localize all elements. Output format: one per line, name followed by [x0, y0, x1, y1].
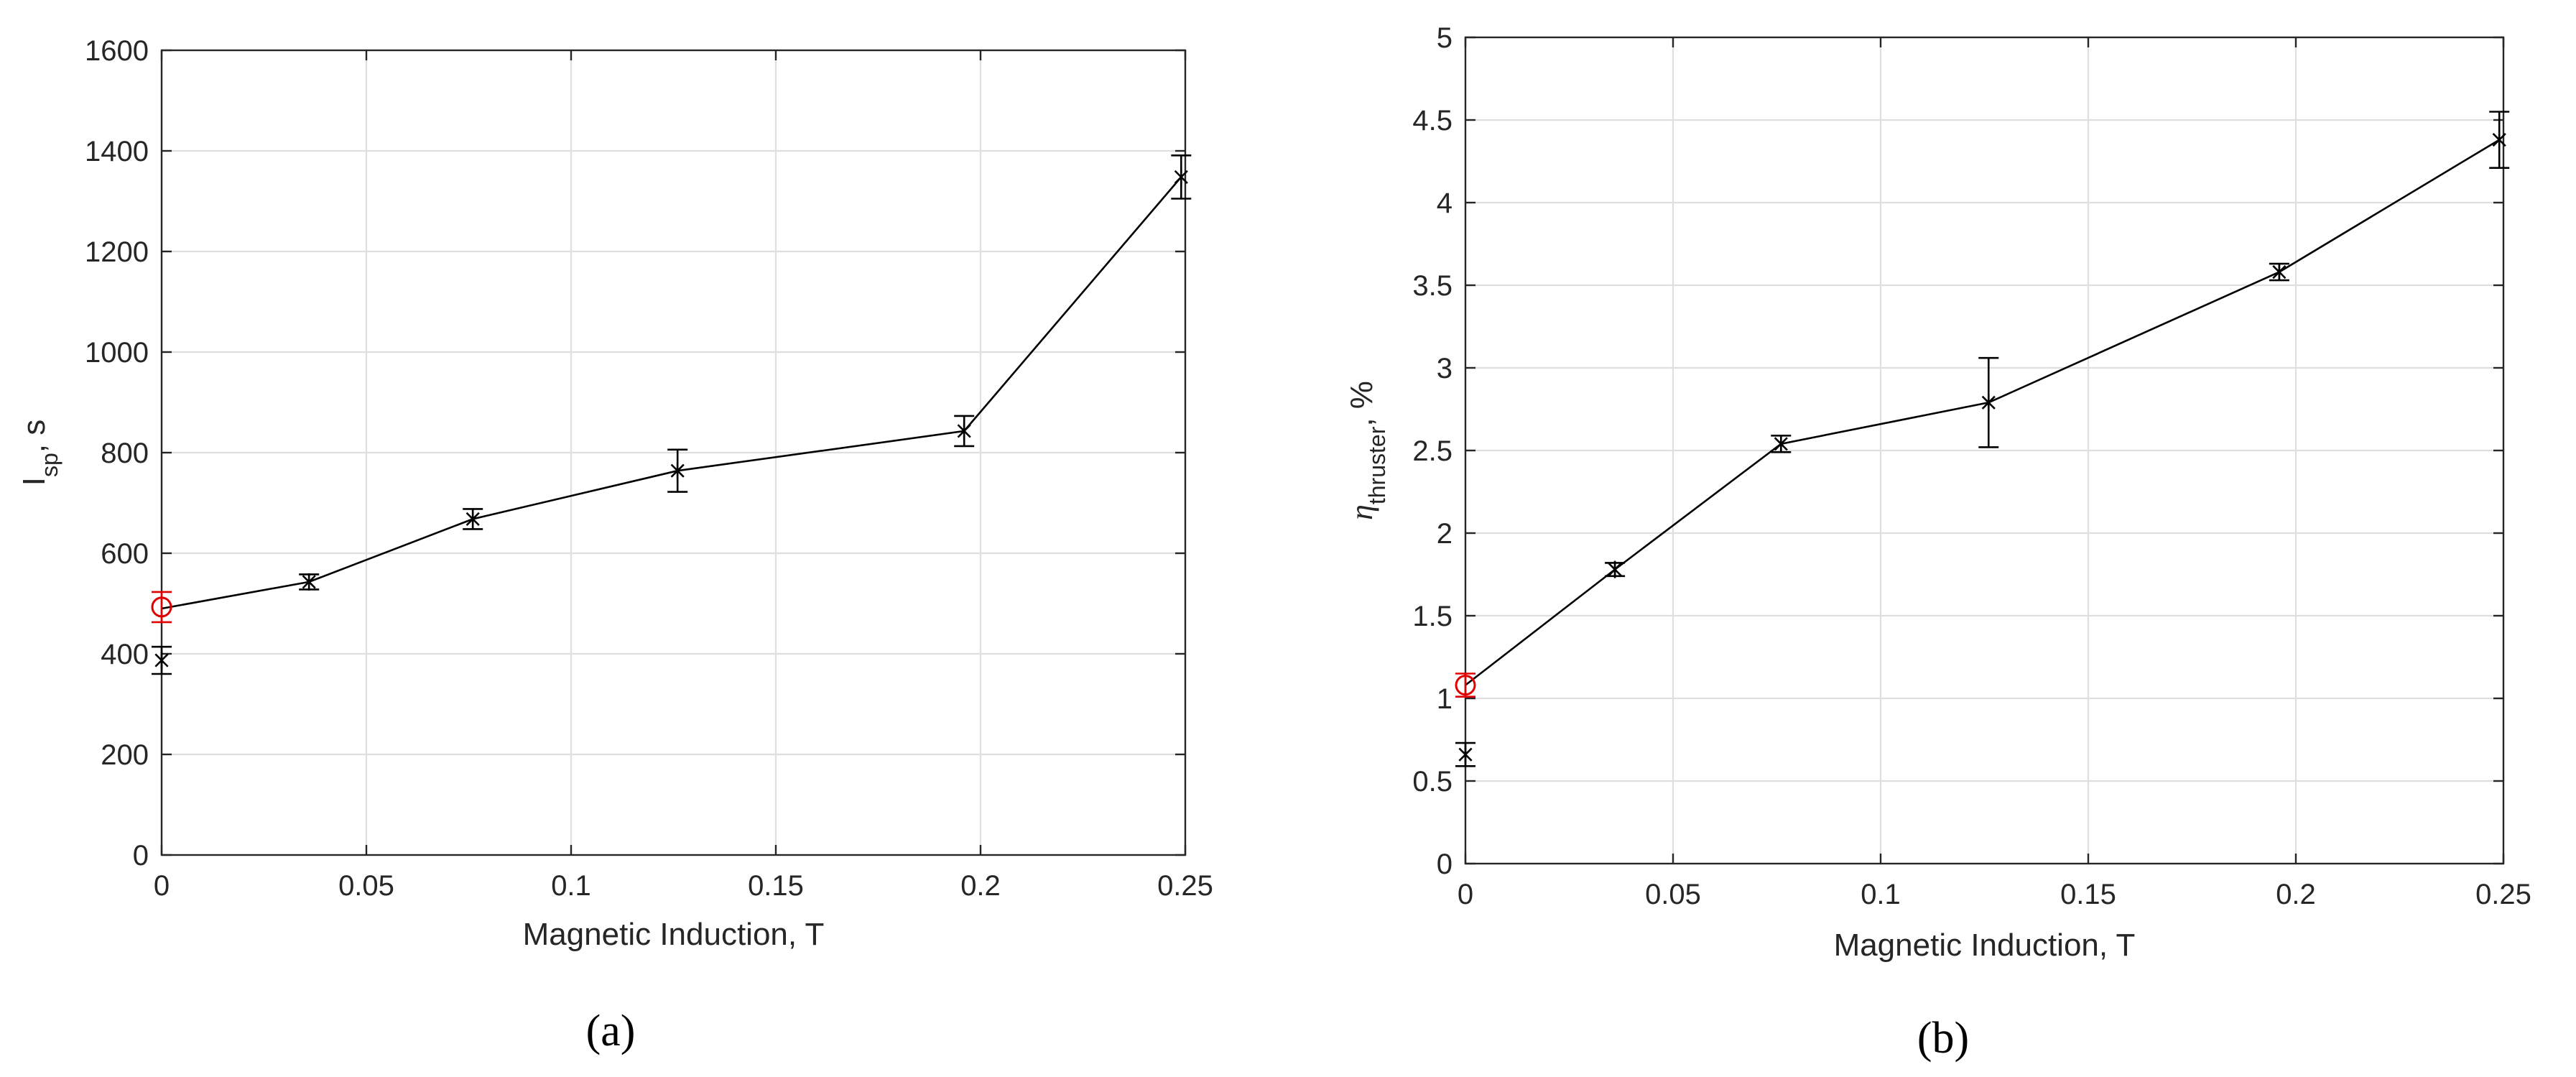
panel-a-y-tick-label: 400	[101, 639, 149, 670]
panel-a-y-tick-label: 600	[101, 538, 149, 570]
panel-b-grid	[1465, 37, 2503, 864]
panel-b-data-point	[1608, 560, 1622, 578]
panel-a-y-tick-label: 1400	[85, 136, 149, 167]
panel-a-y-axis-label-subscript: sp	[37, 453, 62, 477]
panel-b-y-axis-label-suffix: , %	[1344, 381, 1379, 427]
panel-a-y-tick-label: 1000	[85, 337, 149, 369]
panel-a-y-axis-label: Isp, s	[17, 420, 62, 486]
panel-a-x-tick-label: 0	[154, 870, 170, 902]
panel-b-y-tick-label: 3	[1437, 353, 1453, 384]
panel-b-data-point	[2492, 131, 2506, 149]
panel-b-data-point	[2272, 263, 2287, 281]
panel-a-y-tick-label: 200	[101, 739, 149, 771]
panel-b-marks	[1455, 111, 2510, 767]
panel-b-x-tick-label: 0	[1458, 879, 1473, 910]
panel-a-marks	[151, 154, 1192, 675]
panel-b-x-tick-label: 0.2	[2276, 879, 2316, 910]
panel-b-x-tick-label: 0.15	[2060, 879, 2116, 910]
panel-b-y-tick-label: 2.5	[1412, 435, 1453, 467]
panel-b-series-line	[1465, 139, 2500, 686]
panel-a-label: (a)	[586, 1007, 636, 1055]
panel-a-y-tick-label: 1200	[85, 236, 149, 268]
panel-a-x-tick-label: 0.25	[1157, 870, 1213, 902]
panel-b-x-axis-label: Magnetic Induction, T	[1834, 928, 2136, 963]
panel-a-y-tick-label: 0	[133, 840, 149, 872]
panel-a-chart: 0 0.05 0.1 0.15 0.2 0.25 0 200 400 600 800 1000 1200…	[17, 35, 1213, 1055]
panel-b-data-point	[1774, 435, 1788, 453]
panel-b-y-tick-label: 1.5	[1412, 601, 1453, 632]
panel-b-ticks: 0 0.05 0.1 0.15 0.2 0.25 0 0.5 1 1.5 2 2.5 3 3.5 4 4.5 5	[1412, 22, 2531, 910]
panel-a-grid	[162, 50, 1185, 855]
panel-a-ticks: 0 0.05 0.1 0.15 0.2 0.25 0 200 400 600 800 1000 1200…	[85, 35, 1213, 902]
panel-b-y-tick-label: 4	[1437, 188, 1453, 219]
panel-b-chart: 0 0.05 0.1 0.15 0.2 0.25 0 0.5 1 1.5 2 2.5 3 3.5 4 4.5 5…	[1344, 22, 2531, 1063]
panel-a-reference-point	[151, 596, 172, 618]
panel-a-x-tick-label: 0.15	[748, 870, 804, 902]
panel-a-y-tick-label: 1600	[85, 35, 149, 67]
panel-b-y-tick-label: 2	[1437, 518, 1453, 550]
panel-b-y-tick-label: 0	[1437, 849, 1453, 880]
panel-b-y-axis-label-main: η	[1344, 504, 1379, 520]
panel-a-x-tick-label: 0.05	[338, 870, 394, 902]
panel-b-reference-point	[1455, 675, 1476, 696]
panel-b-data-point	[1458, 746, 1473, 764]
panel-b-y-tick-label: 0.5	[1412, 766, 1453, 798]
panel-b-data-point	[1981, 394, 1996, 412]
panel-b-label: (b)	[1917, 1014, 1969, 1063]
panel-b-x-tick-label: 0.25	[2475, 879, 2531, 910]
panel-a-x-axis-label: Magnetic Induction, T	[523, 917, 825, 952]
panel-a-y-axis-label-suffix: , s	[17, 420, 52, 453]
panel-a-x-tick-label: 0.2	[960, 870, 1001, 902]
panel-a-y-axis-label-main: I	[17, 477, 52, 486]
panel-a-data-point	[465, 510, 480, 528]
panel-b-y-tick-label: 1	[1437, 683, 1453, 715]
panel-a-data-point	[1174, 168, 1188, 186]
panel-b-y-axis-label-subscript: thruster	[1364, 426, 1390, 504]
panel-a-data-point	[302, 573, 316, 591]
panel-a-y-tick-label: 800	[101, 438, 149, 469]
panel-b-y-tick-label: 3.5	[1412, 270, 1453, 302]
panel-a-data-point	[957, 422, 971, 440]
panel-a-x-tick-label: 0.1	[551, 870, 591, 902]
panel-b-y-axis-label: ηthruster, %	[1344, 381, 1390, 520]
panel-b-y-tick-label: 5	[1437, 22, 1453, 54]
panel-b-x-tick-label: 0.1	[1861, 879, 1901, 910]
panel-b-y-tick-label: 4.5	[1412, 105, 1453, 137]
panel-b-error-bar	[1455, 672, 1475, 698]
panel-a-data-point	[154, 652, 169, 670]
panel-a-data-point	[670, 462, 685, 480]
panel-b-x-tick-label: 0.05	[1645, 879, 1701, 910]
panel-a-series-line	[161, 176, 1182, 610]
